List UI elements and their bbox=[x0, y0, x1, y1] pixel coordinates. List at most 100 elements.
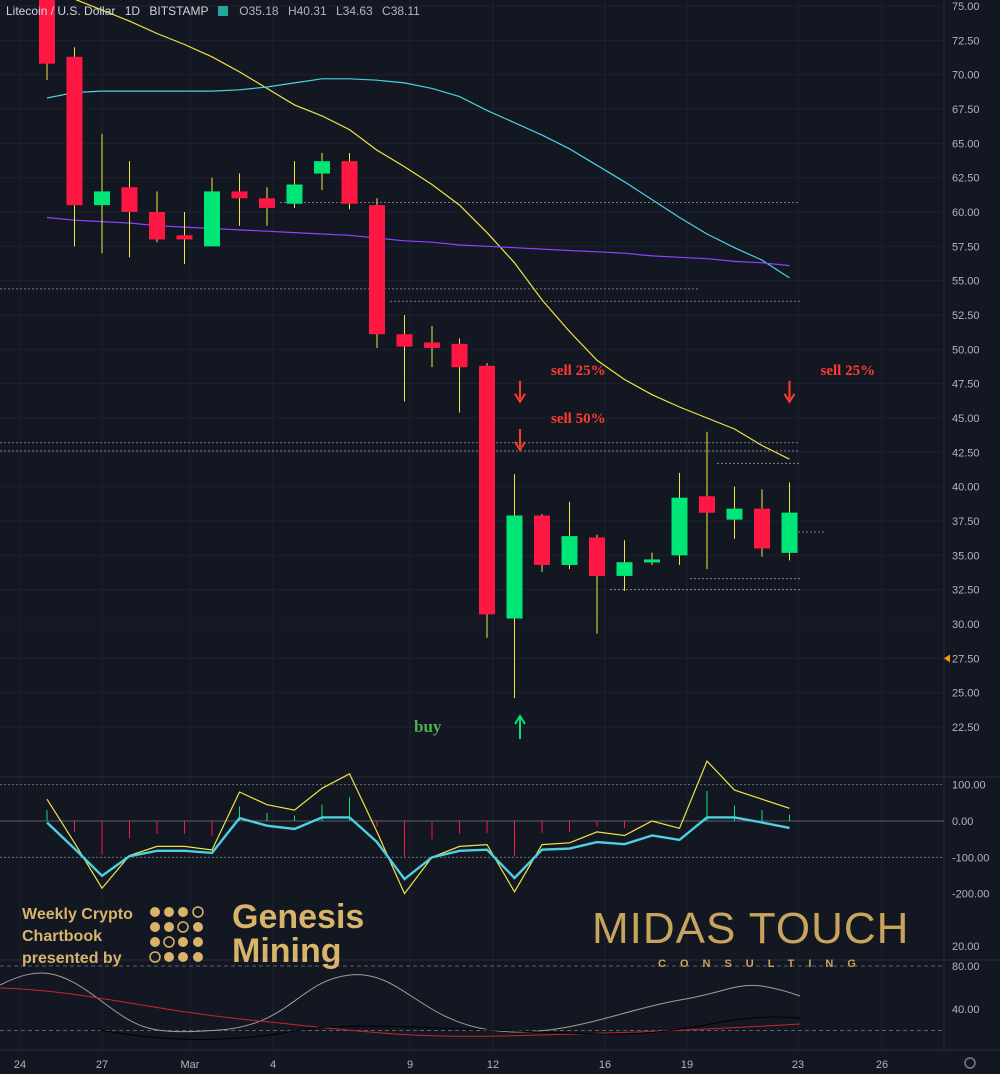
candle-body bbox=[699, 496, 715, 513]
candle-body bbox=[204, 191, 220, 247]
midas-touch-logo: MIDAS TOUCH bbox=[592, 904, 910, 953]
time-tick-label: 26 bbox=[876, 1059, 888, 1071]
price-tick-label: 50.00 bbox=[952, 344, 980, 356]
annotation-label: sell 25% bbox=[551, 363, 606, 379]
candle-body bbox=[39, 0, 55, 64]
arrow-down-icon bbox=[514, 441, 526, 452]
arrow-down-icon bbox=[514, 393, 526, 404]
candle-body bbox=[671, 497, 688, 556]
time-tick-label: 4 bbox=[270, 1059, 276, 1071]
time-tick-label: 9 bbox=[407, 1059, 413, 1071]
osc-tick-label: 80.00 bbox=[952, 961, 980, 973]
status-square-icon bbox=[217, 6, 228, 16]
price-tick-label: 52.50 bbox=[952, 310, 980, 322]
genesis-logo-icon bbox=[149, 906, 204, 963]
price-tick-label: 32.50 bbox=[952, 585, 980, 597]
candle-body bbox=[231, 191, 248, 199]
moving-average-line bbox=[46, 216, 790, 267]
promo-line1: Weekly Crypto bbox=[22, 906, 133, 923]
price-tick-label: 25.00 bbox=[952, 688, 980, 700]
price-tick-label: 27.50 bbox=[952, 653, 980, 665]
cci-signal-line bbox=[46, 816, 790, 881]
price-tick-label: 75.00 bbox=[952, 1, 980, 13]
cci-tick-label: -100.00 bbox=[952, 852, 989, 864]
price-tick-label: 22.50 bbox=[952, 722, 980, 734]
candle-body bbox=[781, 512, 798, 553]
cci-tick-label: 0.00 bbox=[952, 816, 973, 828]
arrow-down-icon bbox=[783, 393, 796, 404]
consulting-label: CONSULTING bbox=[658, 958, 870, 970]
price-tick-label: 72.50 bbox=[952, 35, 980, 47]
price-tick-label: 60.00 bbox=[952, 207, 980, 219]
price-tick-label: 70.00 bbox=[952, 70, 980, 82]
genesis-word: Genesis bbox=[232, 898, 365, 936]
price-tick-label: 55.00 bbox=[952, 276, 980, 288]
candle-body bbox=[424, 342, 440, 348]
price-tick-label: 40.00 bbox=[952, 482, 980, 494]
time-tick-label: 23 bbox=[792, 1059, 804, 1071]
candle-body bbox=[589, 537, 605, 576]
ohlc-low: L34.63 bbox=[336, 4, 373, 18]
candle-body bbox=[66, 56, 83, 206]
osc-signal-line bbox=[0, 987, 801, 1037]
promo-line2: Chartbook bbox=[22, 928, 102, 945]
time-tick-label: 27 bbox=[96, 1059, 108, 1071]
price-tick-label: 42.50 bbox=[952, 447, 980, 459]
annotation-label: buy bbox=[414, 717, 442, 736]
annotation-label: sell 50% bbox=[551, 411, 606, 427]
ohlc-high: H40.31 bbox=[287, 4, 327, 18]
candle-body bbox=[479, 365, 495, 615]
genesis-mining-logo: Genesis Mining bbox=[232, 900, 364, 968]
price-tick-label: 65.00 bbox=[952, 138, 980, 150]
candle-body bbox=[176, 235, 193, 240]
price-marker-icon bbox=[944, 654, 950, 663]
candle-body bbox=[726, 508, 743, 520]
candle-body bbox=[259, 198, 275, 208]
time-tick-label: 16 bbox=[599, 1059, 611, 1071]
candle-body bbox=[341, 161, 358, 204]
cci-line bbox=[46, 760, 790, 895]
osc-tick-label: 20.00 bbox=[952, 941, 980, 953]
price-tick-label: 47.50 bbox=[952, 379, 980, 391]
annotation-label: sell 25% bbox=[821, 363, 876, 379]
ohlc-close: C38.11 bbox=[382, 4, 420, 18]
ohlc-open: O35.18 bbox=[239, 4, 279, 18]
candle-body bbox=[754, 508, 770, 549]
candle-body bbox=[451, 343, 468, 368]
price-tick-label: 67.50 bbox=[952, 104, 980, 116]
chart-header: Litecoin / U.S. Dollar 1D BITSTAMP O35.1… bbox=[6, 4, 426, 18]
mining-word: Mining bbox=[232, 932, 342, 970]
moving-average-line bbox=[46, 78, 790, 279]
candle-body bbox=[314, 161, 330, 174]
cci-tick-label: -200.00 bbox=[952, 889, 989, 901]
osc-line bbox=[0, 972, 801, 1033]
osc-extra-line bbox=[99, 1016, 801, 1040]
time-tick-label: 19 bbox=[681, 1059, 693, 1071]
candle-body bbox=[616, 562, 633, 576]
time-tick-label: 12 bbox=[487, 1059, 499, 1071]
gear-icon bbox=[964, 1057, 976, 1069]
interval-label[interactable]: 1D bbox=[124, 4, 141, 18]
cci-tick-label: 100.00 bbox=[952, 780, 986, 792]
candle-body bbox=[286, 184, 303, 204]
price-tick-label: 35.00 bbox=[952, 550, 980, 562]
time-tick-label: Mar bbox=[181, 1059, 200, 1071]
candle-body bbox=[121, 187, 138, 212]
candle-body bbox=[534, 515, 550, 565]
price-tick-label: 45.00 bbox=[952, 413, 980, 425]
candle-body bbox=[396, 334, 413, 347]
price-tick-label: 57.50 bbox=[952, 241, 980, 253]
symbol-name[interactable]: Litecoin / U.S. Dollar bbox=[6, 4, 116, 18]
time-tick-label: 24 bbox=[14, 1059, 26, 1071]
arrow-up-icon bbox=[514, 714, 526, 725]
candle-body bbox=[94, 191, 110, 206]
promo-line3: presented by bbox=[22, 950, 122, 967]
osc-tick-label: 40.00 bbox=[952, 1004, 980, 1016]
candle-body bbox=[561, 536, 578, 565]
candle-body bbox=[644, 559, 660, 563]
price-tick-label: 62.50 bbox=[952, 173, 980, 185]
promo-text: Weekly Crypto Chartbook presented by bbox=[22, 904, 133, 970]
candle-body bbox=[149, 212, 165, 240]
moving-average-line bbox=[75, 0, 790, 460]
